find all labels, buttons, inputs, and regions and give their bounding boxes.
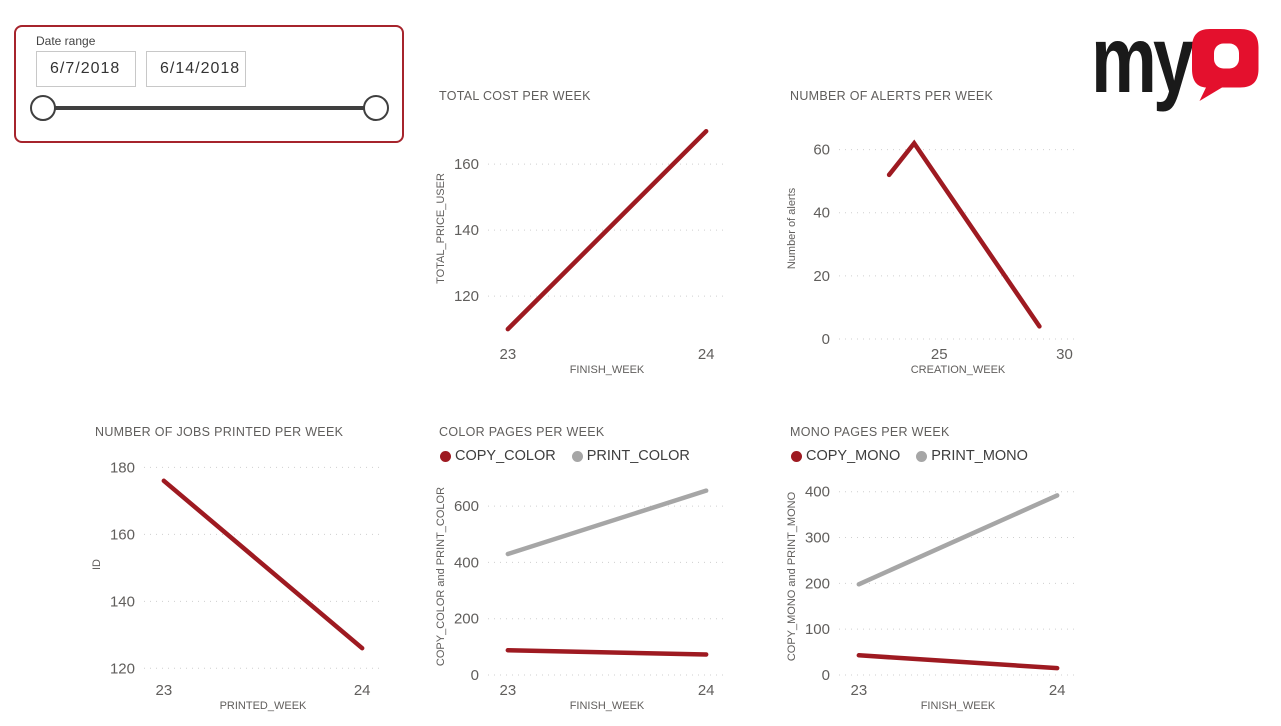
legend-marker-icon [571, 450, 583, 462]
y-tick-label: 160 [454, 156, 479, 173]
series-line-COPY_COLOR[interactable] [505, 647, 709, 657]
chart-legend: COPY_COLOR PRINT_COLOR [440, 445, 690, 467]
legend-label: PRINT_MONO [931, 448, 1028, 464]
alerts-chart-plot[interactable]: 0 20 40 60 25 30 CREATION_WEEK Number of alerts [783, 106, 1091, 377]
x-tick-label: 24 [698, 682, 715, 699]
legend-item-PRINT_COLOR[interactable]: PRINT_COLOR [571, 448, 690, 464]
series-line-ID[interactable] [161, 478, 365, 651]
total-cost-chart-plot[interactable]: 120 140 160 23 24 FINISH_WEEK TOTAL_PRICE_USER [432, 106, 740, 377]
x-tick-label: 23 [499, 346, 516, 363]
y-tick-label: 140 [110, 593, 135, 610]
mono-pages-chart-plot[interactable]: 0 100 200 300 400 23 24 FINISH_WEEK COPY_MONO an… [783, 466, 1091, 713]
chart-title: NUMBER OF ALERTS PER WEEK [790, 89, 994, 103]
jobs-printed-chart-plot[interactable]: 120 140 160 180 23 24 PRINTED_WEEK ID [88, 442, 396, 713]
chart-title: NUMBER OF JOBS PRINTED PER WEEK [95, 425, 344, 439]
x-tick-label: 24 [1049, 682, 1066, 699]
y-tick-label: 40 [813, 205, 830, 222]
x-tick-label: 25 [931, 346, 948, 363]
color-pages-chart-plot[interactable]: 0 200 400 600 23 24 FINISH_WEEK COPY_COLOR and … [432, 466, 740, 713]
date-range-slicer: Date range [14, 25, 404, 143]
y-tick-label: 300 [805, 530, 830, 547]
x-tick-label: 23 [850, 682, 867, 699]
y-tick-label: 160 [110, 526, 135, 543]
chart-color-pages-per-week: COLOR PAGES PER WEEK COPY_COLOR PRINT_COL… [432, 418, 740, 713]
x-axis-title: PRINTED_WEEK [220, 700, 307, 712]
x-axis-title: FINISH_WEEK [570, 364, 645, 376]
y-tick-label: 200 [454, 611, 479, 628]
y-axis-title: COPY_MONO and PRINT_MONO [786, 491, 798, 661]
y-tick-label: 20 [813, 268, 830, 285]
x-axis-title: FINISH_WEEK [570, 700, 645, 712]
logo-q-counter [1214, 43, 1239, 69]
legend-marker-icon [916, 450, 928, 462]
chart-title: TOTAL COST PER WEEK [439, 89, 591, 103]
legend-item-COPY_MONO[interactable]: COPY_MONO [791, 448, 900, 464]
y-tick-label: 0 [822, 667, 830, 684]
legend-item-PRINT_MONO[interactable]: PRINT_MONO [916, 448, 1028, 464]
x-tick-label: 30 [1056, 346, 1073, 363]
slicer-title: Date range [36, 34, 96, 48]
y-tick-label: 0 [471, 667, 479, 684]
legend-label: PRINT_COLOR [586, 448, 690, 464]
x-axis-title: FINISH_WEEK [921, 700, 996, 712]
slider-handle-end[interactable] [363, 95, 389, 121]
legend-item-COPY_COLOR[interactable]: COPY_COLOR [440, 448, 556, 464]
x-tick-label: 24 [354, 682, 371, 699]
x-tick-label: 23 [499, 682, 516, 699]
end-date-input[interactable] [146, 51, 246, 87]
y-tick-label: 180 [110, 459, 135, 476]
chart-title: MONO PAGES PER WEEK [790, 425, 950, 439]
x-tick-label: 23 [155, 682, 172, 699]
y-tick-label: 140 [454, 222, 479, 239]
y-tick-label: 200 [805, 575, 830, 592]
x-tick-label: 24 [698, 346, 715, 363]
x-axis-title: CREATION_WEEK [911, 364, 1006, 376]
y-tick-label: 0 [822, 331, 830, 348]
y-tick-label: 120 [110, 660, 135, 677]
series-line-PRINT_MONO[interactable] [856, 493, 1060, 587]
logo-q-icon [1192, 29, 1259, 101]
chart-number-of-jobs-printed-per-week: NUMBER OF JOBS PRINTED PER WEEK 120 140 16… [88, 418, 396, 713]
y-tick-label: 400 [454, 554, 479, 571]
chart-mono-pages-per-week: MONO PAGES PER WEEK COPY_MONO PRINT_MONO … [783, 418, 1091, 713]
legend-label: COPY_MONO [806, 448, 901, 464]
logo-text-my: my [1091, 7, 1194, 113]
y-tick-label: 120 [454, 288, 479, 305]
chart-total-cost-per-week: TOTAL COST PER WEEK 120 140 160 23 24 FINISH_… [432, 82, 740, 377]
y-axis-title: Number of alerts [786, 187, 798, 269]
y-tick-label: 60 [813, 142, 830, 159]
legend-marker-icon [440, 450, 451, 462]
series-line-COPY_MONO[interactable] [856, 653, 1060, 671]
myq-logo: my [1091, 7, 1267, 113]
slider-handle-start[interactable] [30, 95, 56, 121]
legend-marker-icon [791, 450, 802, 462]
series-line-Number of alerts[interactable] [886, 139, 1042, 329]
chart-legend: COPY_MONO PRINT_MONO [791, 445, 1028, 467]
start-date-input[interactable] [36, 51, 136, 87]
y-tick-label: 400 [805, 484, 830, 501]
series-line-TOTAL_PRICE_USER[interactable] [505, 128, 709, 332]
y-axis-title: TOTAL_PRICE_USER [435, 173, 447, 284]
legend-label: COPY_COLOR [455, 448, 556, 464]
series-line-PRINT_COLOR[interactable] [505, 488, 709, 557]
y-axis-title: COPY_COLOR and PRINT_COLOR [435, 487, 447, 666]
chart-number-of-alerts-per-week: NUMBER OF ALERTS PER WEEK 0 20 40 60 25 30 CRE… [783, 82, 1091, 377]
y-tick-label: 100 [805, 621, 830, 638]
chart-title: COLOR PAGES PER WEEK [439, 425, 605, 439]
y-axis-title: ID [91, 559, 103, 570]
slider-track[interactable] [43, 106, 376, 110]
y-tick-label: 600 [454, 498, 479, 515]
